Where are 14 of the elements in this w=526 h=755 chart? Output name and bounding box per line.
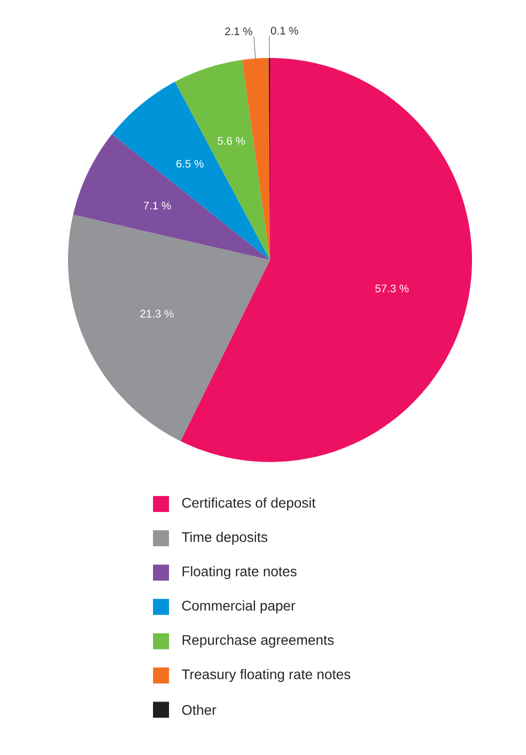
legend-label: Commercial paper	[182, 600, 296, 614]
legend-label: Repurchase agreements	[182, 634, 334, 648]
data-label: 21.3 %	[140, 310, 174, 318]
data-label: 57.3 %	[375, 284, 409, 292]
legend-label: Floating rate notes	[182, 566, 297, 580]
data-label: 2.1 %	[225, 27, 252, 36]
legend-label: Certificates of deposit	[182, 497, 316, 510]
legend-label: Time deposits	[182, 532, 268, 545]
legend-label: Other	[182, 704, 216, 715]
legend-label: Treasury floating rate notes	[182, 668, 350, 682]
data-label: 0.1 %	[270, 26, 298, 35]
data-label: 5.6 %	[218, 137, 245, 145]
data-label: 6.5 %	[176, 160, 204, 168]
data-label: 7.1 %	[144, 202, 171, 210]
